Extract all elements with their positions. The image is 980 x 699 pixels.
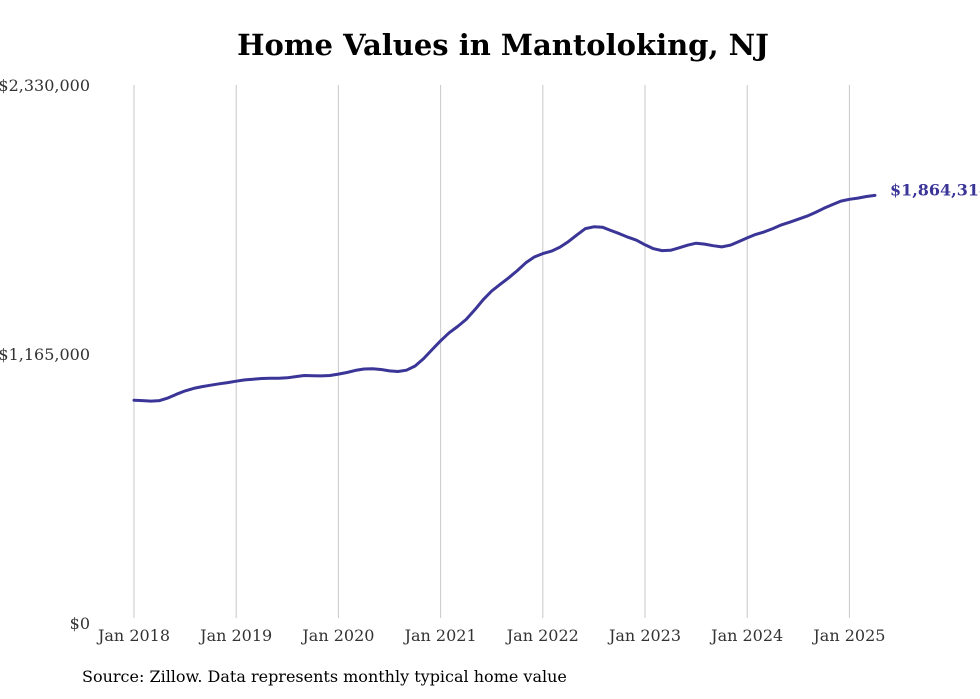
x-axis-ticks: Jan 2018 Jan 2019 Jan 2020 Jan 2021 Jan 2022…: [96, 626, 885, 645]
x-tick-label: Jan 2022: [505, 626, 579, 645]
x-tick-label: Jan 2019: [198, 626, 272, 645]
line-chart: $0$1,165,000$2,330,000 Jan 2018 Jan 2019 J…: [0, 76, 980, 645]
x-tick-label: Jan 2021: [403, 626, 477, 645]
chart-title: Home Values in Mantoloking, NJ: [237, 28, 769, 62]
x-tick-label: Jan 2020: [300, 626, 374, 645]
end-value-label: $1,864,314: [890, 180, 980, 199]
x-tick-label: Jan 2018: [96, 626, 170, 645]
y-axis-ticks: $0 $1,165,000 $2,330,000: [0, 76, 90, 633]
y-tick-label: $1,165,000: [0, 345, 90, 364]
x-tick-label: Jan 2023: [607, 626, 681, 645]
y-tick-label: $0: [70, 614, 90, 633]
x-tick-label: Jan 2024: [709, 626, 783, 645]
y-tick-label: $2,330,000: [0, 76, 90, 95]
source-note: Source: Zillow. Data represents monthly …: [82, 667, 567, 686]
gridlines: [133, 85, 850, 618]
x-tick-label: Jan 2025: [811, 626, 885, 645]
series-line-home-value: [132, 193, 877, 403]
